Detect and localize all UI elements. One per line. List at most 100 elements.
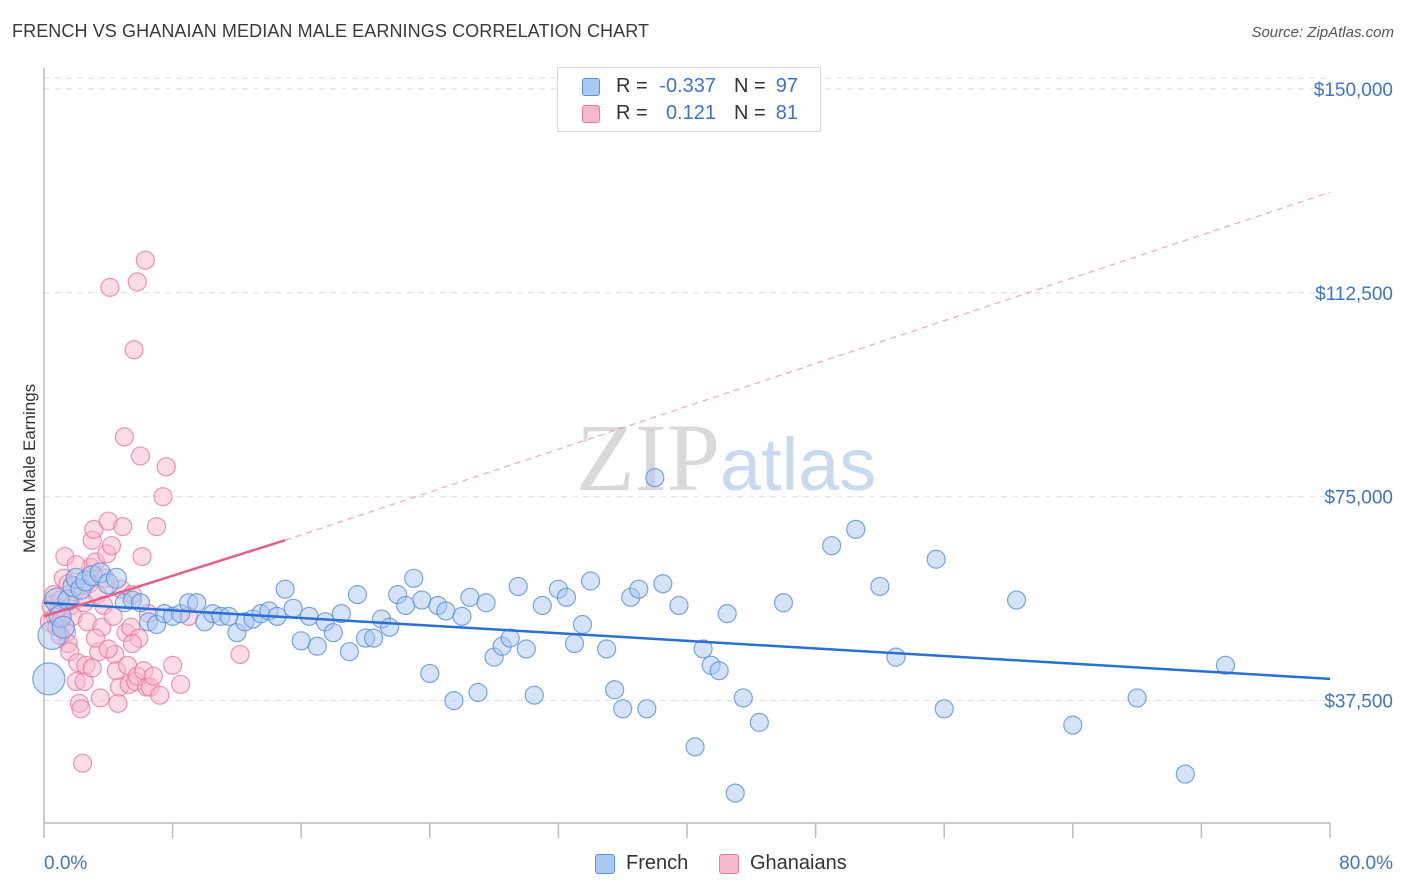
french-point: [645, 468, 665, 488]
french-point: [613, 699, 633, 719]
french-point: [1127, 688, 1147, 708]
legend-label-french: French: [626, 852, 689, 874]
y-tick-label: $150,000: [1314, 80, 1393, 101]
french-point: [709, 661, 729, 681]
french-point: [685, 737, 705, 757]
ghanaians-point: [101, 536, 122, 556]
french-point: [508, 576, 528, 597]
legend-n-label: N =: [734, 102, 766, 124]
ghanaians-point: [100, 277, 120, 297]
ghanaians-point: [98, 639, 118, 659]
french-point: [532, 595, 552, 616]
ghanaians-point: [113, 517, 133, 537]
french-point: [597, 639, 617, 659]
ghanaians-point: [143, 666, 163, 686]
ghanaians-point: [171, 674, 191, 694]
french-point: [693, 639, 713, 659]
french-point: [283, 598, 303, 618]
french-point: [380, 617, 400, 637]
french-point: [363, 628, 384, 648]
legend-r-label: R =: [616, 102, 648, 124]
ghanaians-trendline: [43, 539, 286, 618]
ghanaians-point: [108, 693, 128, 713]
y-tick-label: $75,000: [1324, 488, 1393, 509]
french-point: [187, 593, 207, 613]
ghanaians-trendline-extension: [284, 191, 1331, 541]
ghanaians-point: [84, 519, 104, 539]
french-point: [637, 699, 657, 719]
french-point: [629, 579, 649, 599]
ghanaians-point: [150, 685, 170, 705]
french-point: [51, 615, 75, 639]
french-point: [749, 712, 769, 732]
french-point: [396, 595, 416, 616]
french-point: [339, 642, 360, 662]
ghanaians-point: [135, 250, 155, 270]
ghanaians-point: [82, 658, 102, 678]
french-point: [886, 647, 906, 667]
french-series: [32, 468, 1236, 803]
ghanaians-series: [39, 250, 250, 773]
ghanaians-point: [163, 655, 183, 675]
ghanaians-point: [130, 446, 151, 466]
french-point: [564, 633, 585, 654]
french-point: [323, 623, 343, 643]
french-point: [870, 576, 890, 597]
french-point: [275, 579, 295, 599]
french-point: [846, 519, 866, 539]
legend-row-ghanaians: R = 0.121 N = 81: [558, 100, 820, 128]
series-legend: French Ghanaians: [0, 852, 1406, 878]
french-point: [516, 639, 536, 659]
french-point: [476, 593, 496, 613]
ghanaians-point: [132, 546, 152, 567]
legend-r-value: 0.121: [665, 102, 716, 124]
source-label: Source: ZipAtlas.com: [1251, 24, 1394, 41]
french-point: [452, 606, 472, 626]
ghanaians-point: [127, 272, 147, 292]
ghanaians-point: [85, 628, 106, 648]
tick-labels: $37,500 $75,000 $112,500 $150,000 0.0% 80.0%: [44, 80, 1393, 874]
french-point: [331, 604, 351, 624]
ghanaians-point: [230, 644, 250, 665]
french-point: [572, 614, 593, 635]
legend-r-value: -0.337: [659, 75, 716, 97]
french-point: [733, 688, 753, 708]
french-point: [524, 685, 544, 705]
french-point: [412, 590, 432, 610]
legend-n-label: N =: [734, 75, 766, 97]
watermark-zip: ZIP: [576, 404, 720, 511]
legend-r-label: R =: [616, 75, 648, 97]
french-point: [460, 587, 480, 607]
french-point: [1215, 655, 1236, 675]
french-point: [725, 783, 745, 803]
ghanaians-point: [153, 487, 173, 507]
legend-row-french: R = -0.337 N = 97: [558, 73, 820, 101]
x-tick-label: 80.0%: [1339, 853, 1393, 874]
french-point: [404, 568, 424, 588]
axes: [43, 68, 1331, 838]
y-tick-label: $37,500: [1324, 692, 1393, 713]
french-point: [105, 567, 127, 589]
french-point: [347, 585, 368, 605]
french-point: [822, 536, 842, 556]
french-point: [653, 574, 673, 594]
legend-swatch-french: [582, 78, 600, 96]
ghanaians-point: [124, 340, 144, 360]
legend-swatch-ghanaians: [582, 105, 600, 123]
french-point: [307, 636, 327, 656]
legend-swatch-ghanaians: [719, 854, 739, 874]
french-point: [444, 691, 464, 711]
watermark-atlas: atlas: [720, 423, 876, 506]
legend-swatch-french: [595, 854, 615, 874]
ghanaians-point: [156, 457, 176, 477]
french-point: [32, 662, 66, 696]
french-point: [420, 663, 440, 684]
french-point: [436, 601, 456, 621]
legend-label-ghanaians: Ghanaians: [750, 852, 847, 874]
ghanaians-point: [146, 517, 167, 537]
french-point: [219, 606, 239, 626]
x-tick-label: 0.0%: [44, 853, 87, 874]
french-point: [773, 593, 794, 613]
y-tick-label: $112,500: [1315, 284, 1393, 305]
ghanaians-point: [71, 699, 91, 719]
